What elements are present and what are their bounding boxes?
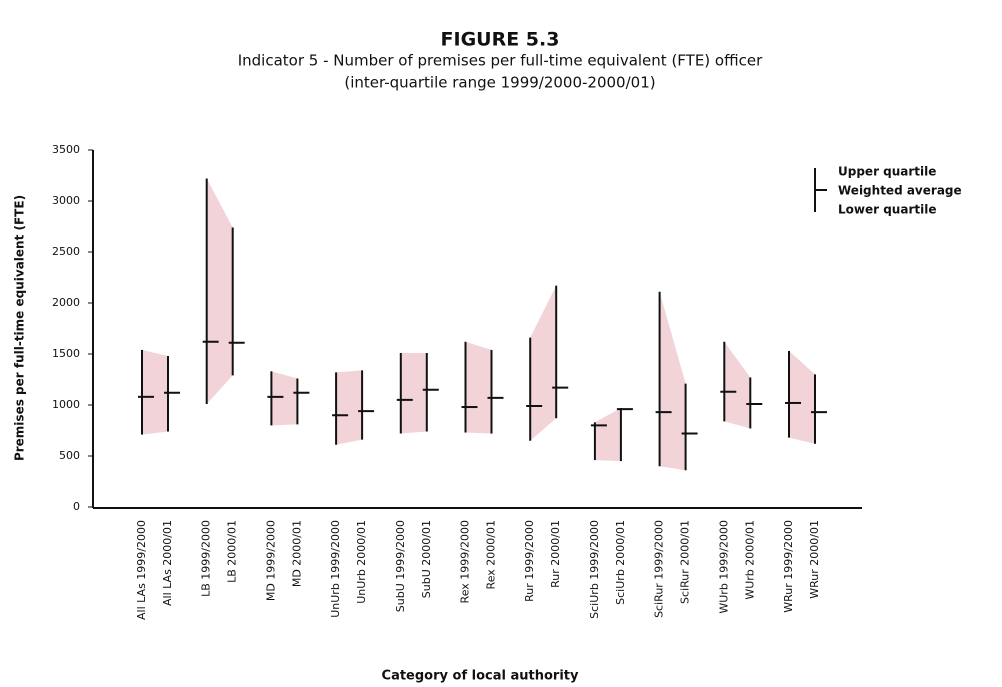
- x-tick-label: Rex 2000/01: [485, 520, 498, 589]
- y-tick-label: 2500: [52, 245, 80, 258]
- x-tick-label: SciUrb 2000/01: [614, 520, 627, 605]
- chart-subtitle: (inter-quartile range 1999/2000-2000/01): [344, 74, 655, 92]
- y-tick-label: 500: [59, 449, 80, 462]
- legend-label: Weighted average: [838, 184, 962, 198]
- y-tick-label: 3500: [52, 143, 80, 156]
- chart-title: FIGURE 5.3: [441, 29, 560, 51]
- x-tick-label: SciUrb 1999/2000: [588, 520, 601, 619]
- x-tick-label: UnUrb 2000/01: [355, 520, 368, 604]
- x-tick-label: SubU 2000/01: [420, 520, 433, 598]
- x-tick-label: WRur 2000/01: [808, 520, 821, 599]
- x-tick-label: WUrb 2000/01: [743, 520, 756, 600]
- x-tick-label: Rur 1999/2000: [523, 520, 536, 602]
- x-tick-label: WUrb 1999/2000: [717, 520, 730, 614]
- x-axis-label: Category of local authority: [382, 669, 579, 684]
- x-tick-label: SubU 1999/2000: [394, 520, 407, 612]
- x-tick-label: LB 1999/2000: [200, 520, 213, 597]
- y-tick-label: 2000: [52, 296, 80, 309]
- y-tick-label: 1500: [52, 347, 80, 360]
- x-tick-label: Rur 2000/01: [549, 520, 562, 588]
- iqr-band: [530, 285, 557, 441]
- iqr-band: [336, 370, 363, 445]
- x-tick-label: MD 2000/01: [290, 520, 303, 587]
- iqr-band: [594, 408, 621, 462]
- iqr-band: [271, 371, 298, 426]
- iqr-band: [789, 350, 815, 444]
- x-tick-label: SciRur 1999/2000: [653, 520, 666, 618]
- x-tick-label: UnUrb 1999/2000: [329, 520, 342, 618]
- x-tick-label: SciRur 2000/01: [679, 520, 692, 604]
- chart-subtitle: Indicator 5 - Number of premises per ful…: [238, 52, 763, 70]
- y-tick-label: 3000: [52, 194, 80, 207]
- x-tick-label: LB 2000/01: [226, 520, 239, 583]
- x-tick-label: All LAs 2000/01: [161, 520, 174, 606]
- y-tick-label: 0: [73, 500, 80, 513]
- iqr-band: [465, 341, 492, 434]
- x-tick-label: MD 1999/2000: [264, 520, 277, 601]
- x-tick-label: All LAs 1999/2000: [135, 520, 148, 620]
- iqr-band: [142, 349, 168, 435]
- iqr-band: [659, 291, 686, 471]
- iqr-band: [400, 352, 427, 434]
- legend-label: Lower quartile: [838, 203, 936, 217]
- y-axis-label: Premises per full-time equivalent (FTE): [13, 195, 27, 461]
- iqr-band: [724, 341, 751, 429]
- y-tick-label: 1000: [52, 398, 80, 411]
- x-tick-label: WRur 1999/2000: [782, 520, 795, 613]
- legend-label: Upper quartile: [838, 165, 936, 179]
- iqr-band: [206, 178, 233, 404]
- x-tick-label: Rex 1999/2000: [459, 520, 472, 603]
